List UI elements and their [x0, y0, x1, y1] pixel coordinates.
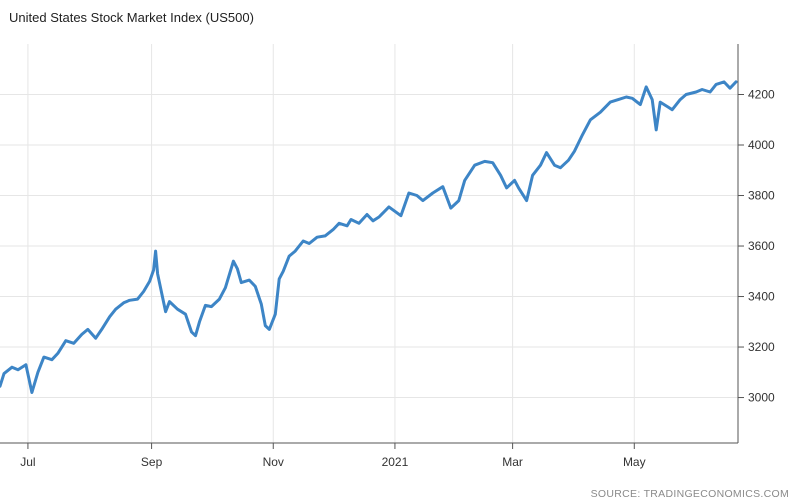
chart-source: SOURCE: TRADINGECONOMICS.COM [590, 488, 789, 500]
line-layer [0, 80, 738, 394]
y-tick-label: 3000 [748, 391, 775, 405]
chart-title: United States Stock Market Index (US500) [9, 10, 254, 25]
y-tick-label: 3400 [748, 290, 775, 304]
series-line [0, 80, 738, 394]
y-tick-label: 3800 [748, 189, 775, 203]
y-tick-label: 4000 [748, 138, 775, 152]
axis-layer [0, 44, 744, 449]
y-tick-label: 3600 [748, 239, 775, 253]
x-tick-label: Mar [502, 455, 523, 469]
x-tick-label: May [623, 455, 646, 469]
y-tick-label: 4200 [748, 88, 775, 102]
x-tick-label: Sep [141, 455, 163, 469]
x-tick-label: Nov [263, 455, 284, 469]
grid-layer [0, 44, 738, 443]
x-tick-label: Jul [20, 455, 35, 469]
y-tick-label: 3200 [748, 340, 775, 354]
x-tick-label: 2021 [382, 455, 409, 469]
label-layer: 3000 3200 3400 3600 3800 4000 4200 Jul Sep Nov 202… [20, 88, 775, 469]
